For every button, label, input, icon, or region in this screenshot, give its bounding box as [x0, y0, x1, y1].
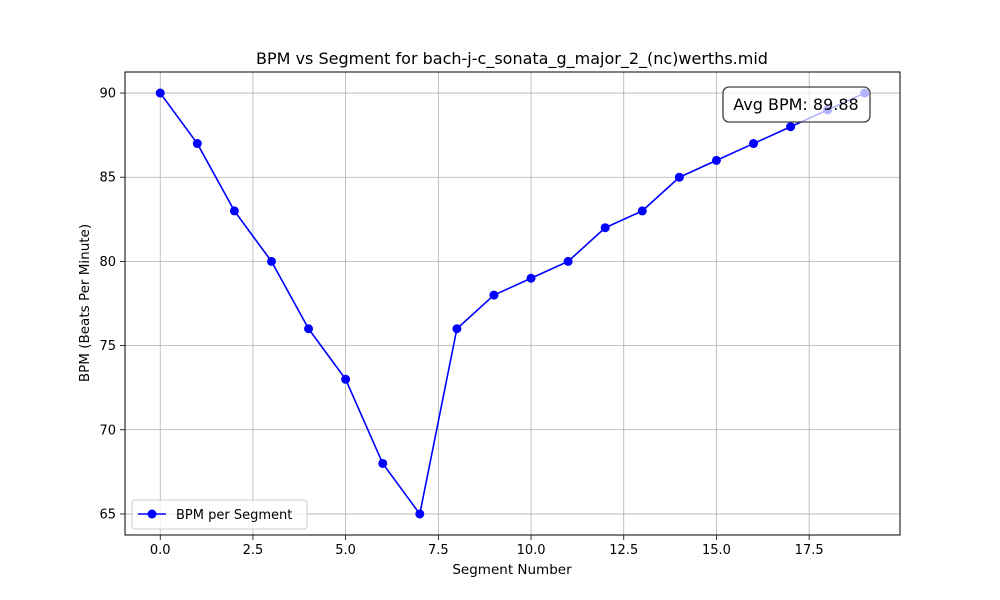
data-point — [415, 509, 425, 519]
chart-title: BPM vs Segment for bach-j-c_sonata_g_maj… — [256, 49, 768, 69]
x-tick-label: 2.5 — [243, 543, 264, 558]
data-point — [452, 324, 462, 334]
y-tick-label: 80 — [99, 255, 116, 270]
series-line — [159, 92, 866, 515]
y-tick-label: 75 — [99, 339, 116, 354]
data-point — [229, 206, 239, 216]
data-point — [341, 374, 351, 384]
annotation-box — [722, 86, 871, 123]
data-point — [600, 223, 610, 233]
y-tick-label: 90 — [99, 87, 116, 102]
data-point — [749, 139, 759, 149]
x-tick-label: 17.5 — [795, 543, 824, 558]
data-point — [304, 324, 314, 334]
x-tick-label: 12.5 — [609, 543, 638, 558]
x-tick-label: 15.0 — [702, 543, 731, 558]
data-point — [378, 458, 388, 468]
x-tick-label: 0.0 — [150, 543, 171, 558]
data-point — [674, 172, 684, 182]
annotation-text: Avg BPM: 89.88 — [733, 95, 858, 114]
data-point — [563, 256, 573, 266]
data-point — [155, 88, 165, 98]
data-point — [489, 290, 499, 300]
x-tick-label: 10.0 — [517, 543, 546, 558]
y-tick-label: 85 — [99, 171, 116, 186]
series-layer — [155, 88, 870, 519]
legend-label: BPM per Segment — [176, 508, 292, 523]
data-point — [786, 122, 796, 132]
grid — [125, 72, 900, 535]
legend: BPM per Segment — [131, 499, 308, 530]
plot-frame — [124, 71, 901, 536]
data-point — [711, 155, 721, 165]
data-point — [192, 139, 202, 149]
y-tick-label: 70 — [99, 423, 116, 438]
legend-marker-swatch — [147, 509, 157, 519]
axis-ticks: 0.0 2.5 5.0 7.5 10.0 12.5 15.0 17.5 65 70 75 80 85 90 — [99, 87, 823, 558]
y-tick-label: 65 — [99, 507, 116, 522]
data-point — [266, 256, 276, 266]
legend-frame — [131, 499, 308, 530]
x-axis-label: Segment Number — [452, 562, 572, 578]
avg-bpm-annotation: Avg BPM: 89.88 — [722, 86, 871, 123]
y-axis-label: BPM (Beats Per Minute) — [77, 224, 93, 382]
data-point — [637, 206, 647, 216]
x-tick-label: 5.0 — [335, 543, 356, 558]
data-point — [526, 273, 536, 283]
x-tick-label: 7.5 — [428, 543, 449, 558]
